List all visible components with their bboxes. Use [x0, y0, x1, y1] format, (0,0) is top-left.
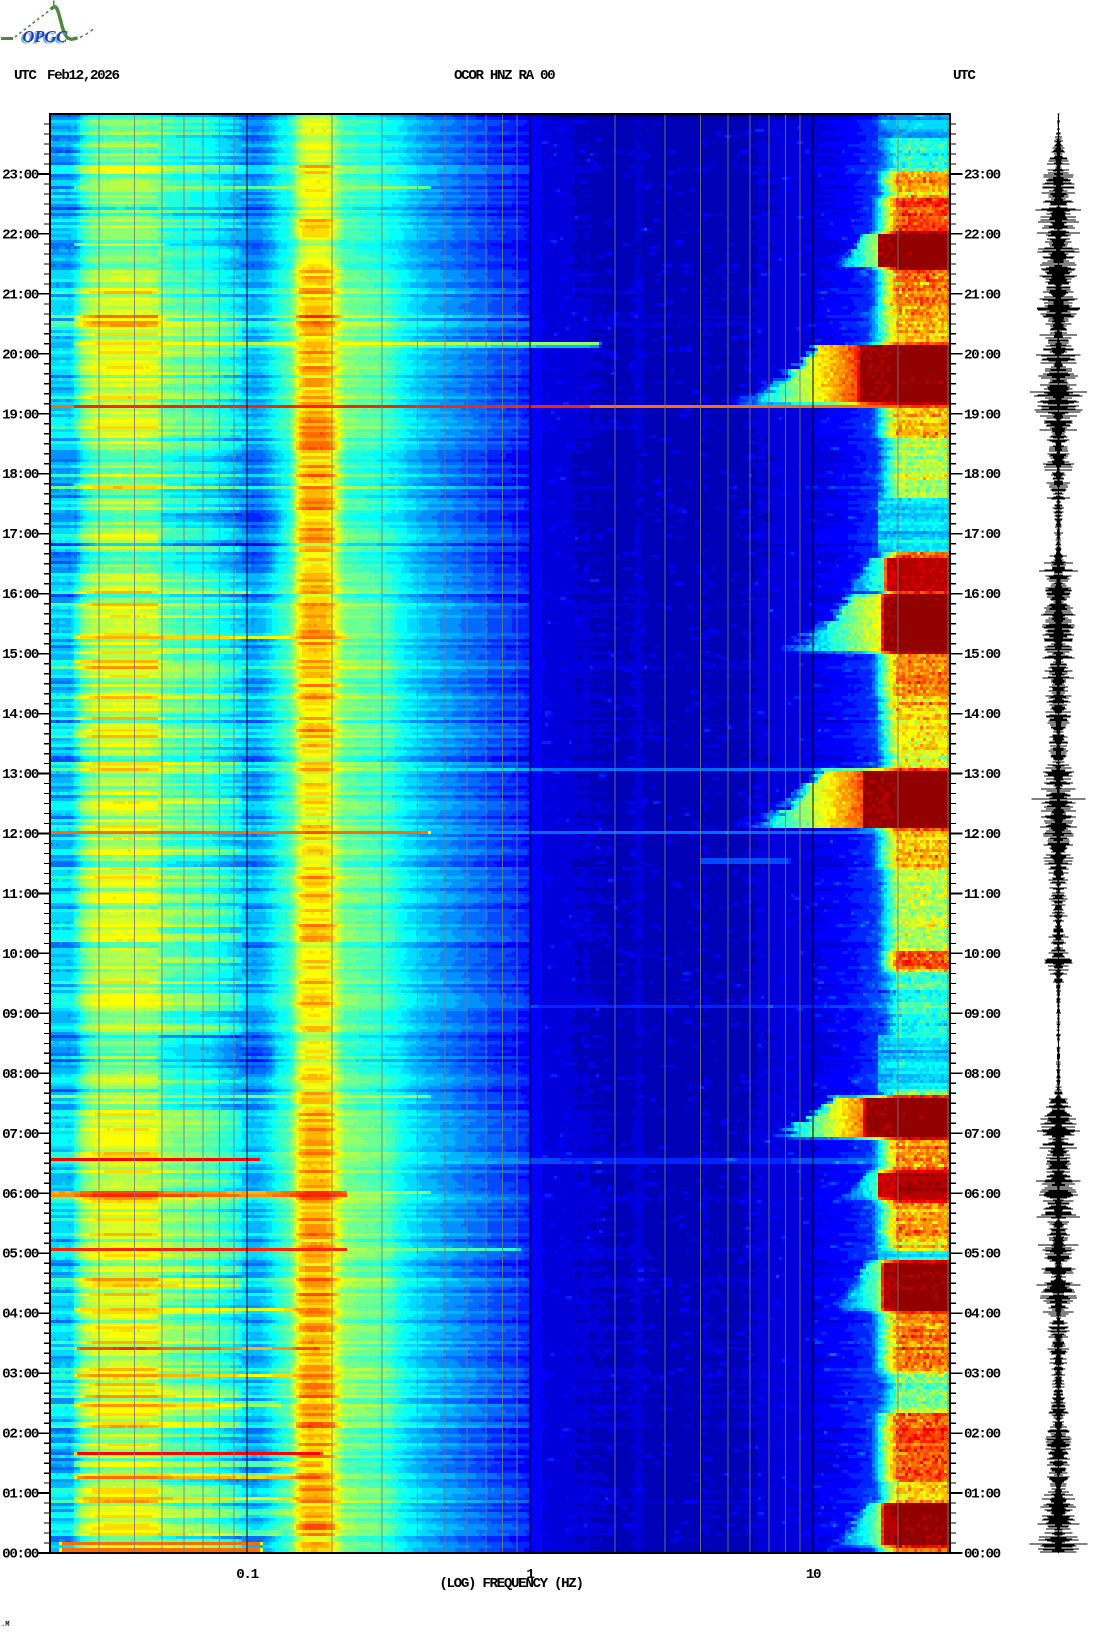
svg-text:16:00: 16:00: [964, 587, 1001, 603]
svg-text:03:00: 03:00: [2, 1367, 39, 1383]
svg-text:15:00: 15:00: [2, 647, 39, 663]
svg-text:(LOG) FREQUENCY (HZ): (LOG) FREQUENCY (HZ): [439, 1576, 582, 1592]
svg-text:11:00: 11:00: [964, 887, 1001, 903]
svg-text:04:00: 04:00: [2, 1307, 39, 1323]
svg-text:06:00: 06:00: [964, 1187, 1001, 1203]
svg-text:21:00: 21:00: [2, 287, 39, 303]
svg-text:23:00: 23:00: [964, 168, 1001, 184]
svg-text:0.1: 0.1: [236, 1567, 258, 1583]
svg-text:01:00: 01:00: [2, 1487, 39, 1503]
svg-text:09:00: 09:00: [2, 1007, 39, 1023]
svg-text:23:00: 23:00: [2, 168, 39, 184]
svg-text:Feb12,2026: Feb12,2026: [47, 68, 119, 84]
svg-text:18:00: 18:00: [2, 467, 39, 483]
svg-text:19:00: 19:00: [964, 407, 1001, 423]
svg-text:14:00: 14:00: [2, 707, 39, 723]
svg-text:12:00: 12:00: [964, 827, 1001, 843]
svg-text:00:00: 00:00: [2, 1547, 39, 1563]
svg-text:14:00: 14:00: [964, 707, 1001, 723]
svg-text:01:00: 01:00: [964, 1487, 1001, 1503]
svg-text:UTC: UTC: [14, 68, 37, 84]
svg-text:19:00: 19:00: [2, 407, 39, 423]
svg-text:15:00: 15:00: [964, 647, 1001, 663]
svg-text:08:00: 08:00: [2, 1067, 39, 1083]
svg-text:10: 10: [806, 1567, 821, 1583]
svg-text:22:00: 22:00: [964, 227, 1001, 243]
svg-text:09:00: 09:00: [964, 1007, 1001, 1023]
svg-text:05:00: 05:00: [2, 1247, 39, 1263]
svg-text:07:00: 07:00: [2, 1127, 39, 1143]
svg-text:02:00: 02:00: [2, 1427, 39, 1443]
svg-text:07:00: 07:00: [964, 1127, 1001, 1143]
svg-text:20:00: 20:00: [2, 347, 39, 363]
svg-text:08:00: 08:00: [964, 1067, 1001, 1083]
svg-text:11:00: 11:00: [2, 887, 39, 903]
svg-text:02:00: 02:00: [964, 1427, 1001, 1443]
svg-text:1: 1: [526, 1567, 534, 1583]
svg-text:20:00: 20:00: [964, 347, 1001, 363]
svg-text:17:00: 17:00: [2, 527, 39, 543]
svg-text:UTC: UTC: [953, 68, 976, 84]
svg-text:17:00: 17:00: [964, 527, 1001, 543]
svg-text:10:00: 10:00: [2, 947, 39, 963]
svg-text:13:00: 13:00: [964, 767, 1001, 783]
svg-text:04:00: 04:00: [964, 1307, 1001, 1323]
svg-text:05:00: 05:00: [964, 1247, 1001, 1263]
svg-text:OPGC: OPGC: [23, 27, 69, 46]
svg-text:22:00: 22:00: [2, 227, 39, 243]
svg-text:OPGC: OPGC: [21, 29, 67, 48]
svg-text:00:00: 00:00: [964, 1547, 1001, 1563]
svg-text:03:00: 03:00: [964, 1367, 1001, 1383]
svg-text:21:00: 21:00: [964, 287, 1001, 303]
svg-text:10:00: 10:00: [964, 947, 1001, 963]
svg-text:13:00: 13:00: [2, 767, 39, 783]
svg-text:OCOR HNZ RA 00: OCOR HNZ RA 00: [454, 68, 555, 84]
svg-text:16:00: 16:00: [2, 587, 39, 603]
svg-text:12:00: 12:00: [2, 827, 39, 843]
svg-text:06:00: 06:00: [2, 1187, 39, 1203]
svg-text:.M: .M: [1, 1621, 9, 1629]
svg-text:18:00: 18:00: [964, 467, 1001, 483]
